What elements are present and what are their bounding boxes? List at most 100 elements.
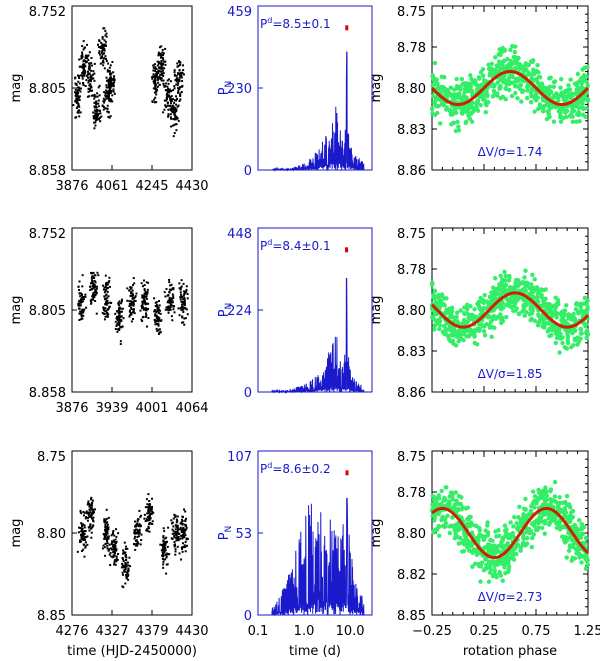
data-point bbox=[106, 542, 109, 545]
data-point bbox=[126, 575, 129, 578]
data-point bbox=[126, 561, 129, 564]
data-point bbox=[168, 307, 171, 310]
phase-point bbox=[562, 540, 568, 545]
data-point bbox=[147, 519, 150, 522]
data-point bbox=[90, 62, 93, 65]
data-point bbox=[90, 506, 93, 509]
data-point bbox=[129, 313, 132, 316]
phase-point bbox=[544, 493, 550, 499]
data-point bbox=[81, 75, 84, 78]
phase-point bbox=[572, 556, 578, 561]
phase-point bbox=[499, 282, 505, 287]
phase-point bbox=[537, 103, 543, 108]
data-point bbox=[103, 101, 106, 104]
data-point bbox=[109, 87, 112, 90]
data-point bbox=[154, 84, 157, 87]
phase-point bbox=[470, 522, 475, 528]
data-point bbox=[179, 522, 182, 525]
phase-point bbox=[466, 314, 472, 320]
data-point bbox=[103, 39, 106, 42]
data-point bbox=[112, 554, 115, 557]
data-point bbox=[136, 541, 139, 544]
data-point bbox=[167, 300, 170, 303]
data-point bbox=[177, 119, 180, 122]
phase-point bbox=[579, 560, 584, 565]
data-point bbox=[153, 78, 157, 82]
data-point bbox=[181, 516, 184, 519]
data-point bbox=[171, 528, 174, 531]
y-tick-label: 107 bbox=[227, 450, 252, 465]
data-point bbox=[186, 537, 189, 540]
data-point bbox=[143, 294, 146, 297]
data-point bbox=[184, 519, 187, 522]
phase-point bbox=[516, 311, 522, 316]
data-point bbox=[88, 72, 91, 75]
data-point bbox=[120, 300, 123, 303]
data-point bbox=[102, 105, 105, 108]
data-point bbox=[81, 308, 84, 311]
phase-point bbox=[513, 44, 518, 49]
data-point bbox=[173, 536, 176, 539]
phase-point bbox=[584, 301, 589, 307]
data-point bbox=[112, 85, 115, 88]
phase-point bbox=[489, 61, 495, 67]
phase-point bbox=[494, 574, 499, 580]
y-tick-label: 0 bbox=[244, 164, 252, 179]
phase-point bbox=[557, 93, 562, 98]
data-point bbox=[162, 535, 165, 538]
data-point bbox=[150, 507, 153, 510]
data-point bbox=[139, 524, 142, 527]
phase-point bbox=[452, 508, 458, 513]
phase-point bbox=[547, 333, 552, 339]
data-point bbox=[87, 502, 90, 505]
data-point bbox=[123, 569, 126, 572]
data-point bbox=[104, 315, 107, 318]
data-point bbox=[103, 309, 106, 312]
phase-point bbox=[565, 338, 570, 343]
data-point bbox=[173, 132, 176, 135]
phase-point bbox=[500, 545, 505, 550]
phase-point bbox=[498, 573, 504, 578]
phase-point bbox=[521, 64, 526, 69]
phase-point bbox=[536, 74, 542, 80]
data-point bbox=[120, 302, 123, 305]
data-point bbox=[110, 85, 113, 88]
phase-point bbox=[481, 97, 486, 102]
data-point bbox=[106, 281, 109, 284]
data-point bbox=[117, 311, 120, 314]
data-point bbox=[90, 69, 93, 72]
data-point bbox=[183, 293, 186, 296]
data-point bbox=[85, 74, 88, 77]
data-point bbox=[184, 291, 187, 294]
phase-point bbox=[567, 543, 573, 548]
phase-point bbox=[458, 308, 463, 313]
data-point bbox=[182, 282, 185, 285]
data-point bbox=[180, 279, 183, 282]
phase-point bbox=[556, 503, 561, 509]
data-point bbox=[102, 288, 105, 291]
data-point bbox=[175, 95, 178, 98]
data-point bbox=[122, 573, 125, 576]
data-point bbox=[88, 84, 91, 87]
data-point bbox=[157, 333, 160, 336]
data-point bbox=[122, 552, 125, 555]
phase-point bbox=[477, 528, 482, 533]
data-point bbox=[85, 510, 88, 513]
data-point bbox=[176, 97, 179, 100]
data-point bbox=[130, 308, 133, 311]
phase-point bbox=[448, 314, 453, 320]
y-tick-label: 8.85 bbox=[397, 609, 426, 624]
data-point bbox=[174, 528, 177, 531]
data-point bbox=[107, 516, 110, 519]
data-point bbox=[137, 535, 140, 538]
data-point bbox=[185, 528, 188, 531]
phase-point bbox=[455, 119, 460, 125]
data-point bbox=[93, 290, 96, 293]
data-point bbox=[106, 308, 109, 311]
data-point bbox=[117, 532, 120, 535]
data-point bbox=[181, 533, 184, 536]
phase-point bbox=[472, 329, 478, 334]
data-point bbox=[110, 72, 113, 75]
data-point bbox=[79, 509, 82, 512]
data-point bbox=[114, 538, 117, 541]
